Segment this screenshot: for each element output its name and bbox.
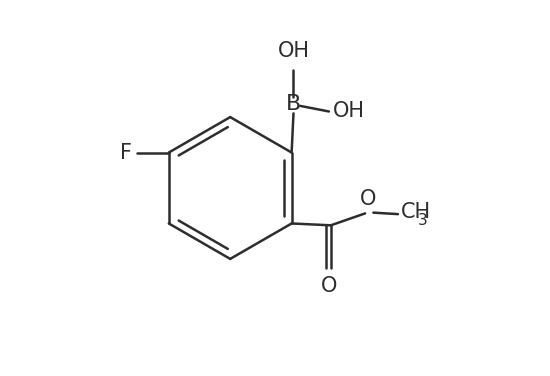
Text: OH: OH — [278, 41, 310, 61]
Text: O: O — [321, 276, 337, 296]
Text: B: B — [286, 94, 301, 114]
Text: F: F — [120, 143, 132, 162]
Text: OH: OH — [333, 102, 365, 121]
Text: 3: 3 — [417, 212, 427, 227]
Text: O: O — [360, 189, 376, 209]
Text: CH: CH — [400, 202, 431, 222]
